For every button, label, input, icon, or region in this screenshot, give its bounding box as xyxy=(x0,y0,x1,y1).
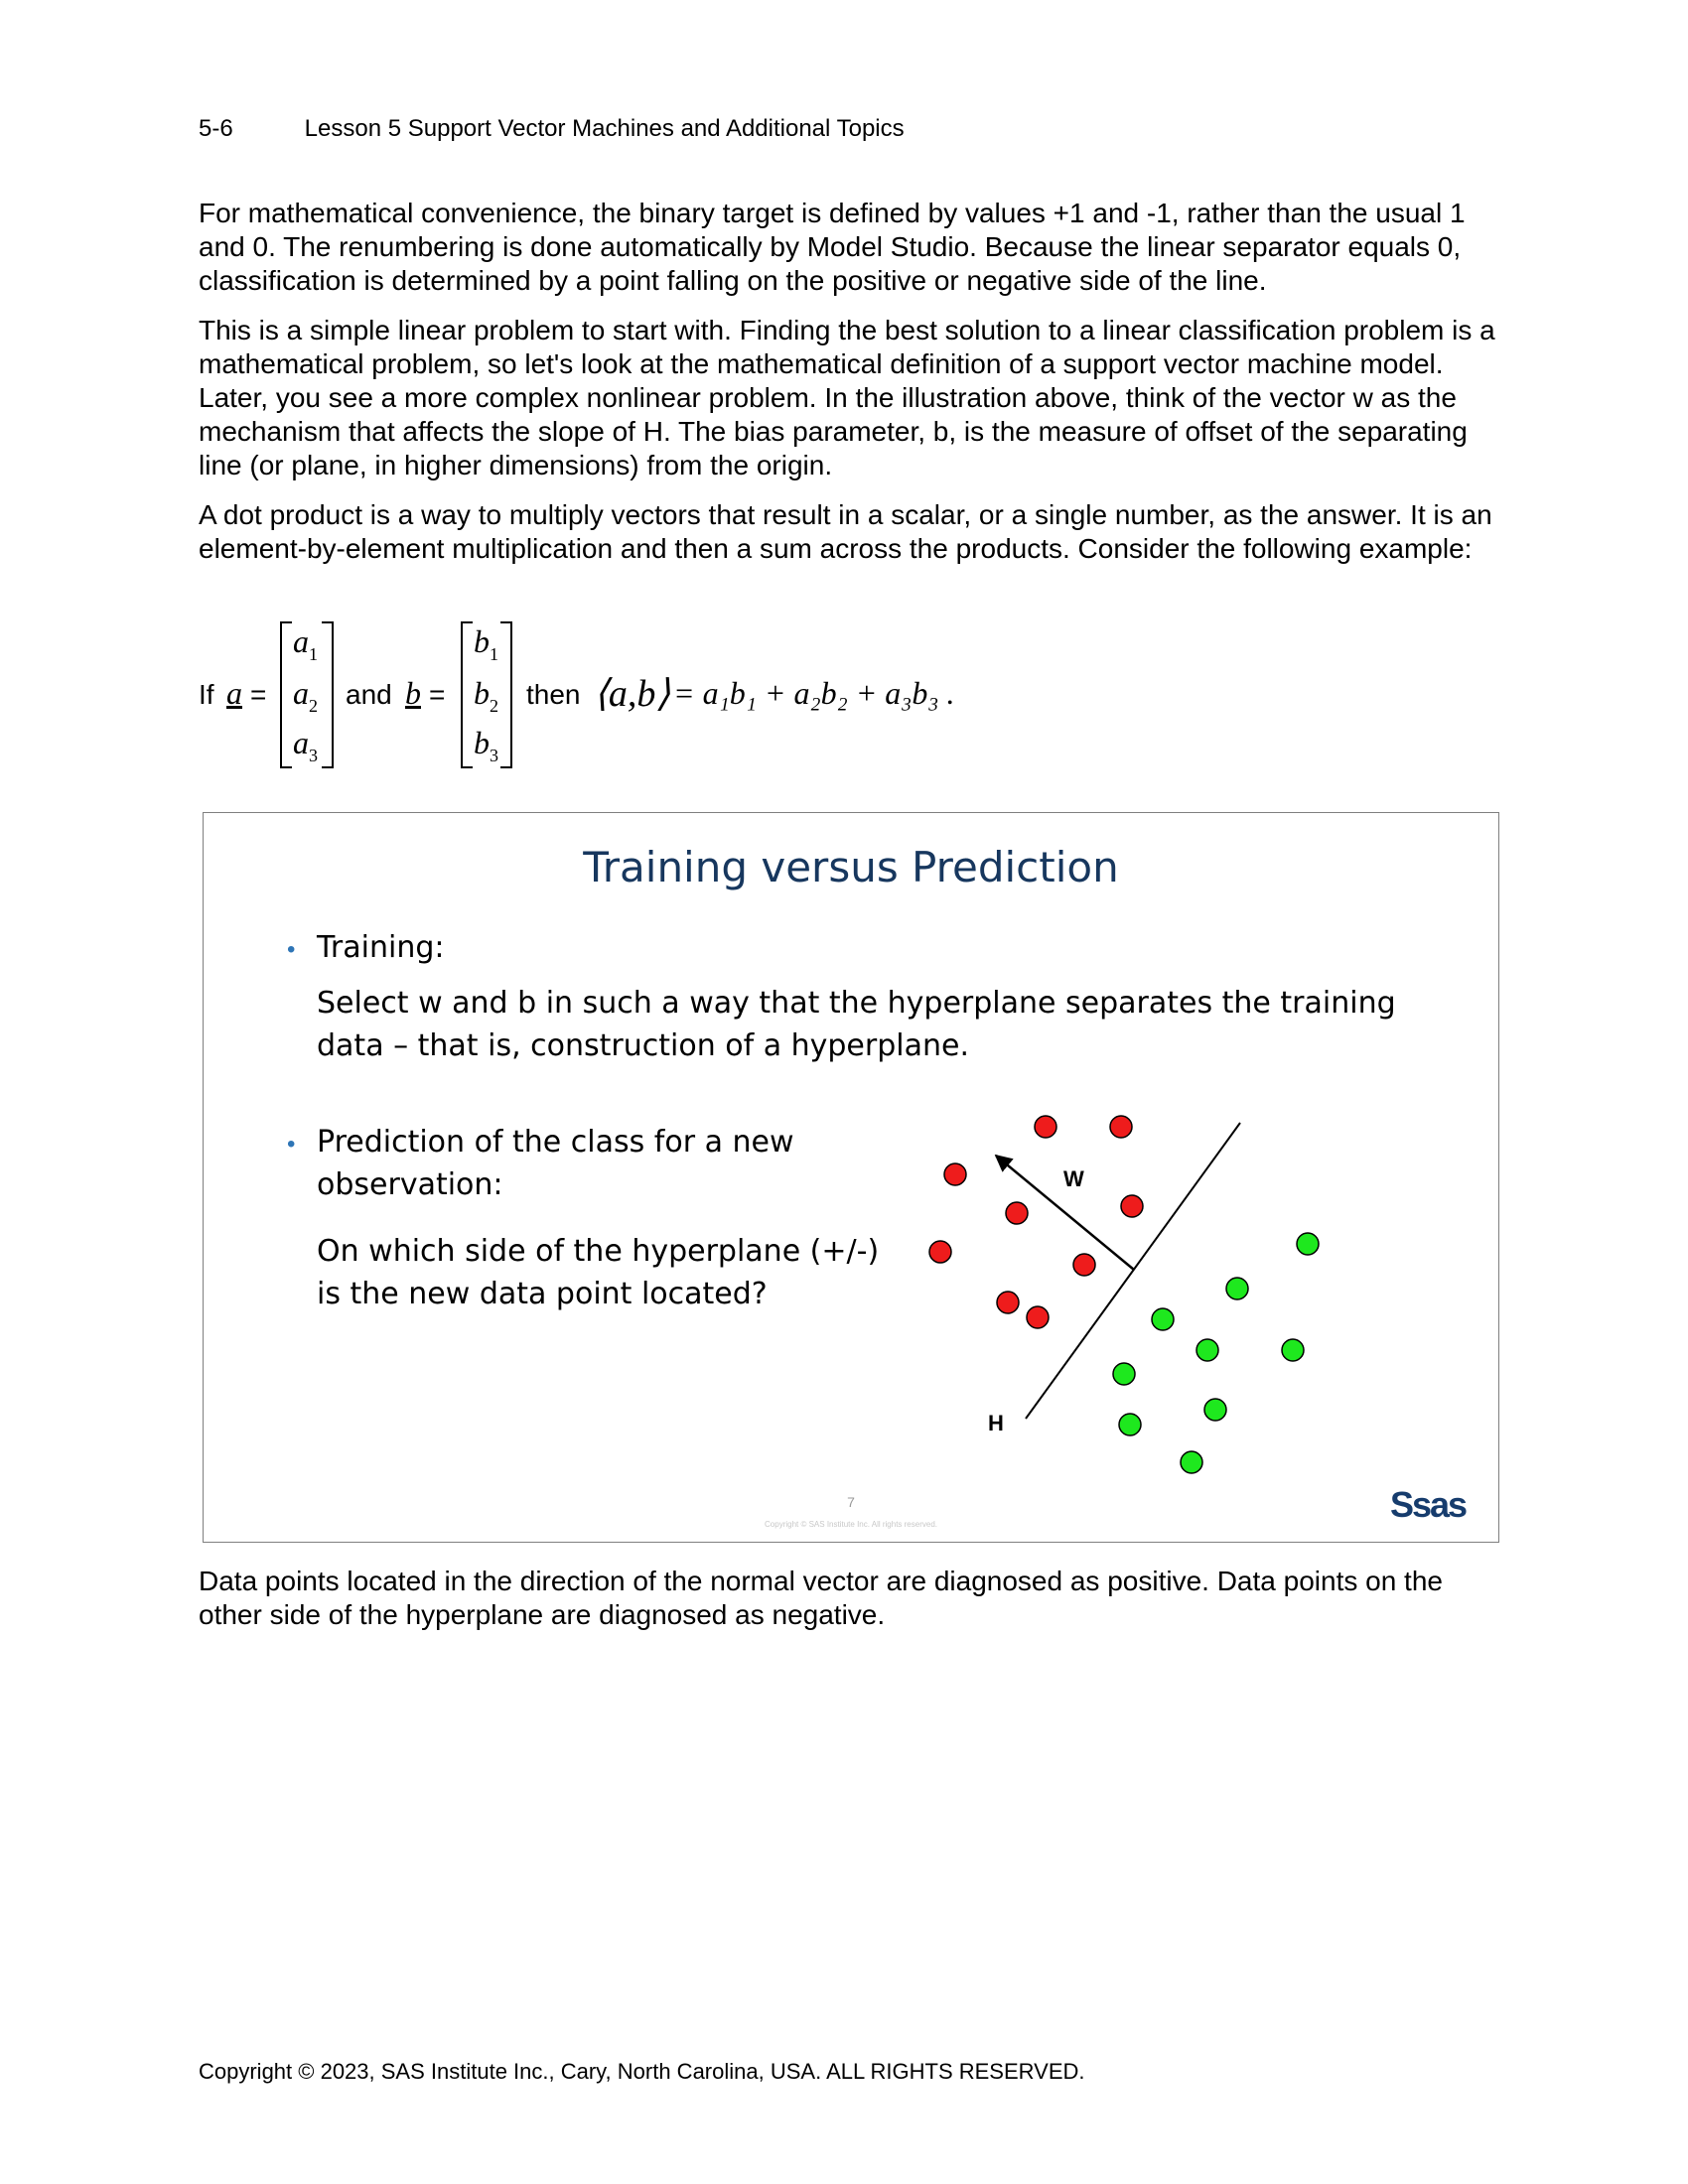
matrix-b-left-bracket xyxy=(461,621,473,768)
negative-data-point xyxy=(1120,1194,1144,1218)
running-header: 5-6 Lesson 5 Support Vector Machines and… xyxy=(199,115,905,143)
positive-data-point xyxy=(1196,1338,1219,1362)
equals-sign: = xyxy=(250,679,267,710)
slide-copyright: Copyright © SAS Institute Inc. All right… xyxy=(765,1520,937,1529)
positive-data-point xyxy=(1118,1413,1142,1436)
slide-training-vs-prediction: Training versus Prediction • Training: S… xyxy=(203,812,1499,1543)
matrix-b-right-bracket xyxy=(500,621,512,768)
negative-data-point xyxy=(1005,1201,1029,1225)
vector-b-symbol: b xyxy=(405,675,421,711)
h-label: H xyxy=(988,1411,1004,1435)
lesson-title: Lesson 5 Support Vector Machines and Add… xyxy=(304,115,905,142)
then-text: then xyxy=(526,679,581,710)
hyperplane-line xyxy=(1025,1122,1241,1420)
and-text: and xyxy=(346,679,392,710)
prediction-question-line2: is the new data point located? xyxy=(317,1277,768,1311)
page-number: 5-6 xyxy=(199,115,233,142)
matrix-a-left-bracket xyxy=(280,621,292,768)
paragraph-binary-target: For mathematical convenience, the binary… xyxy=(199,198,1466,296)
negative-data-point xyxy=(943,1162,967,1186)
vector-a-symbol: a xyxy=(226,675,242,711)
positive-data-point xyxy=(1151,1307,1175,1331)
matrix-a-entry: a2 xyxy=(293,675,318,716)
hyperplane-diagram: W H xyxy=(928,1115,1320,1474)
matrix-b-entry: b3 xyxy=(474,725,498,765)
positive-data-point xyxy=(1112,1362,1136,1386)
dot-product-equation: If a = a1 a2 a3 and b = b1 b2 b3 then ⟨a… xyxy=(199,615,1291,774)
prediction-heading-line1: Prediction of the class for a new xyxy=(317,1125,794,1160)
paragraph-normal-vector: Data points located in the direction of … xyxy=(199,1566,1443,1630)
prediction-heading-line2: observation: xyxy=(317,1167,503,1202)
negative-data-point xyxy=(1026,1305,1050,1329)
matrix-b-entry: b2 xyxy=(474,675,498,716)
positive-data-point xyxy=(1281,1338,1305,1362)
bullet-dot-icon: • xyxy=(287,936,296,963)
inner-product: ⟨a,b⟩ xyxy=(594,673,671,715)
slide-number: 7 xyxy=(847,1494,855,1510)
training-heading: Training: xyxy=(317,930,445,965)
positive-data-point xyxy=(1180,1450,1203,1474)
paragraph-dot-product: A dot product is a way to multiply vecto… xyxy=(199,499,1492,564)
prediction-question-line1: On which side of the hyperplane (+/-) xyxy=(317,1234,880,1269)
negative-data-point xyxy=(996,1291,1020,1314)
if-text: If xyxy=(199,679,214,710)
inner-product-result: = a₁b₁ + a₂b₂ + a₃b₃ . xyxy=(673,675,955,711)
training-text-line1: Select w and b in such a way that the hy… xyxy=(317,986,1396,1021)
negative-data-point xyxy=(1072,1253,1096,1277)
negative-data-point xyxy=(1034,1115,1057,1139)
normal-vector-arrow xyxy=(994,1154,1135,1271)
positive-data-point xyxy=(1203,1398,1227,1422)
page-footer-copyright: Copyright © 2023, SAS Institute Inc., Ca… xyxy=(199,2059,1085,2084)
positive-data-point xyxy=(1296,1232,1320,1256)
paragraph-linear-problem: This is a simple linear problem to start… xyxy=(199,315,1495,480)
sas-logo: Ssas xyxy=(1390,1484,1468,1525)
training-text-line2: data – that is, construction of a hyperp… xyxy=(317,1028,969,1063)
positive-data-point xyxy=(1225,1277,1249,1300)
negative-data-point xyxy=(1109,1115,1133,1139)
matrix-a-entry: a3 xyxy=(293,725,318,765)
slide-title: Training versus Prediction xyxy=(583,843,1119,891)
matrix-a-entry: a1 xyxy=(293,623,318,664)
matrix-b-entry: b1 xyxy=(474,623,498,664)
bullet-dot-icon: • xyxy=(287,1131,296,1158)
equals-sign: = xyxy=(429,679,446,710)
matrix-a-right-bracket xyxy=(322,621,334,768)
negative-data-point xyxy=(928,1240,952,1264)
w-label: W xyxy=(1063,1166,1084,1191)
